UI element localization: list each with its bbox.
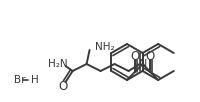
Text: O: O bbox=[130, 49, 139, 63]
Text: NH₂: NH₂ bbox=[95, 42, 114, 52]
Text: O: O bbox=[146, 49, 155, 63]
Text: N: N bbox=[138, 59, 147, 69]
Text: H₂N: H₂N bbox=[48, 59, 67, 69]
Text: Br: Br bbox=[14, 75, 26, 85]
Text: O: O bbox=[58, 80, 67, 94]
Text: H: H bbox=[31, 75, 39, 85]
